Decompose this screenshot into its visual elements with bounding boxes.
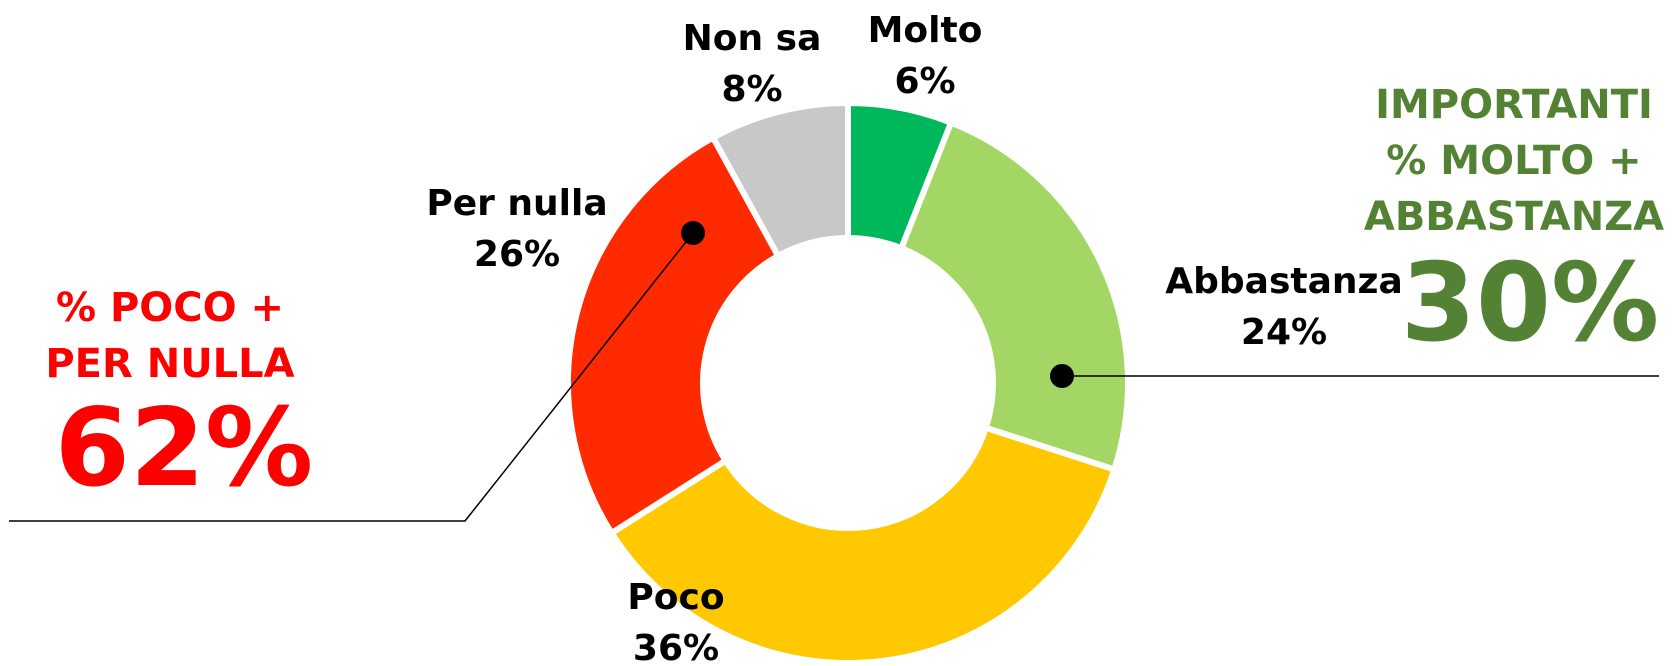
segment-label: Per nulla [426,183,607,224]
annotation-text: PER NULLA [45,341,294,387]
segment-label: Abbastanza [1165,261,1403,302]
annotation-total: 30% [1401,241,1660,366]
segment-value-label: 24% [1241,312,1327,353]
donut-segment [607,424,1119,666]
annotation-text: % POCO + [56,285,284,331]
callout-dot [1050,364,1074,388]
donut-segment [709,99,851,261]
callout-line [9,232,694,522]
segment-label: Molto [868,10,983,51]
segment-value-label: 26% [474,234,560,275]
donut-segment [565,133,783,538]
annotation-text: IMPORTANTI [1375,82,1653,128]
annotation-total: 62% [55,386,314,511]
segment-value-label: 6% [894,61,955,102]
callout-dot [681,221,705,245]
segment-label: Non sa [683,18,822,59]
segment-value-label: 36% [633,628,719,666]
segment-label: Poco [627,577,724,618]
segment-value-label: 8% [721,69,782,110]
annotation-text: ABBASTANZA [1364,194,1664,240]
donut-segment [897,118,1131,474]
annotation-text: % MOLTO + [1386,138,1641,184]
